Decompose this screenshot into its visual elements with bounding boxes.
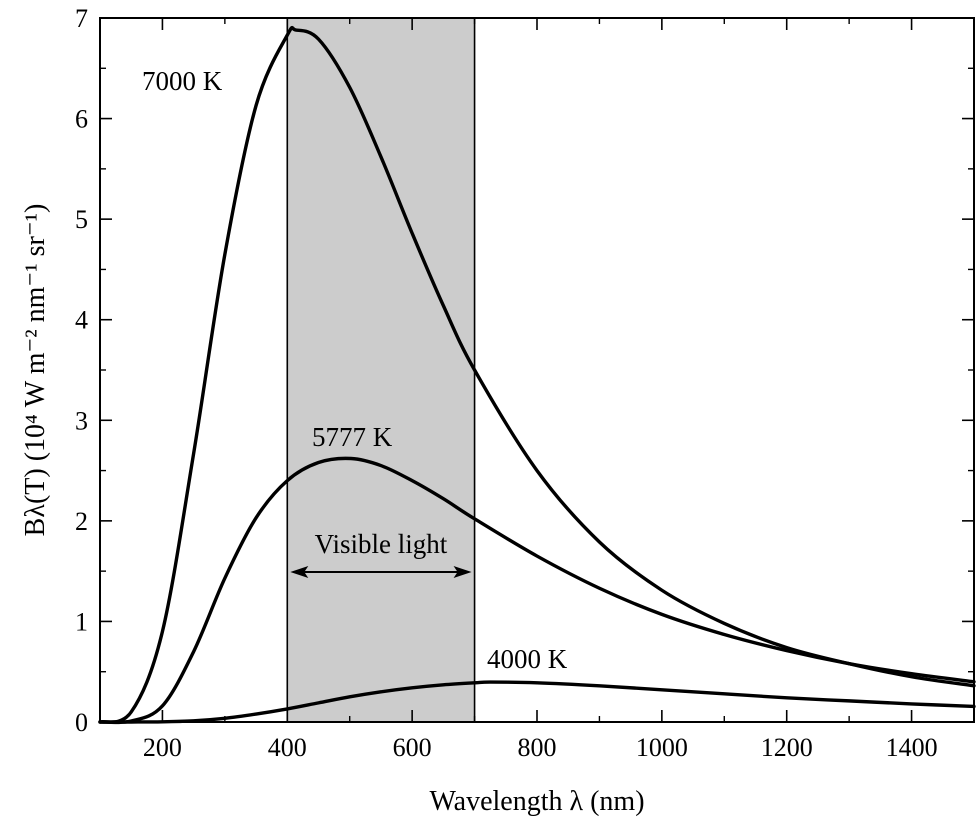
y-tick-label: 3 <box>75 406 88 435</box>
y-tick-label: 2 <box>75 507 88 536</box>
y-tick-label: 6 <box>75 105 88 134</box>
visible-light-arrow <box>290 566 472 578</box>
x-tick-label: 800 <box>518 733 557 762</box>
x-tick-label: 600 <box>393 733 432 762</box>
x-tick-label: 1000 <box>636 733 688 762</box>
visible-light-label: Visible light <box>315 529 448 559</box>
y-tick-label: 1 <box>75 607 88 636</box>
curve-5777k <box>98 456 976 725</box>
curve-label-5777k: 5777 K <box>312 422 393 452</box>
visible-band-rect <box>287 18 475 722</box>
y-axis-title: Bλ(T) (10⁴ W m⁻² nm⁻¹ sr⁻¹) <box>20 204 51 537</box>
curve-4000k <box>98 680 976 724</box>
curve-label-7000k: 7000 K <box>142 66 223 96</box>
x-tick-label: 400 <box>268 733 307 762</box>
plot-frame <box>99 17 975 723</box>
curve-7000k <box>98 25 976 724</box>
arrow-head-left <box>290 566 309 578</box>
curve-label-4000k: 4000 K <box>487 644 568 674</box>
x-tick-label: 1200 <box>761 733 813 762</box>
arrow-head-right <box>453 566 472 578</box>
axes-group: 200 400 600 800 1000 1200 1400 0 1 2 3 4 5 6 7 <box>75 4 975 762</box>
y-tick-label: 4 <box>75 306 88 335</box>
curves-group <box>98 25 976 725</box>
x-axis-title: Wavelength λ (nm) <box>429 786 644 817</box>
visible-light-band <box>286 18 476 722</box>
y-tick-label: 7 <box>75 4 88 33</box>
y-tick-label: 5 <box>75 205 88 234</box>
y-tick-label: 0 <box>75 708 88 737</box>
x-tick-label: 1400 <box>886 733 938 762</box>
x-tick-label: 200 <box>143 733 182 762</box>
